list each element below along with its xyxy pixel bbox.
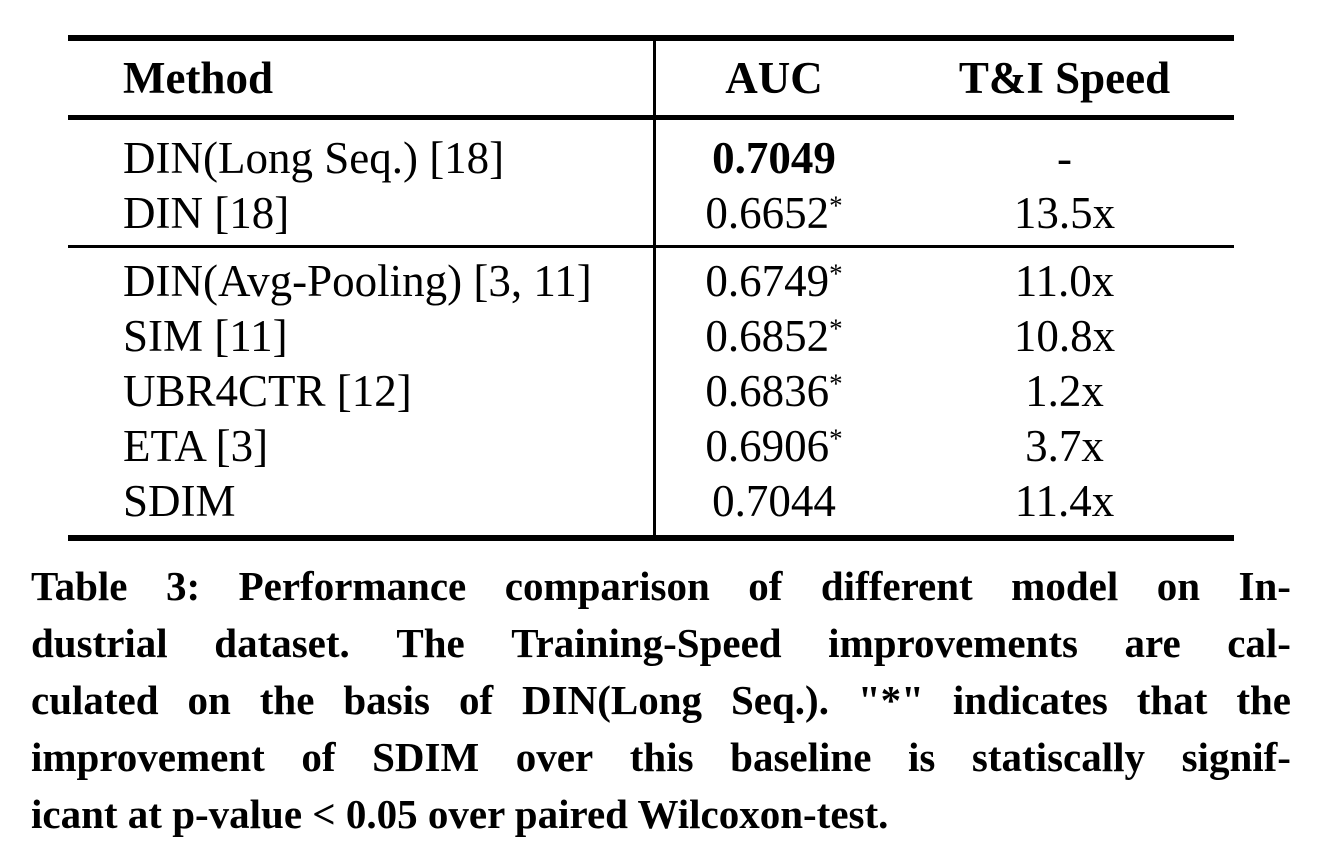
method-cell: SIM [11] <box>123 310 288 361</box>
table-row: DIN [18] 0.6652* 13.5x <box>68 185 1234 240</box>
table-row: DIN(Avg-Pooling) [3, 11] 0.6749* 11.0x <box>68 253 1234 308</box>
column-separator-line <box>653 41 656 535</box>
method-cell: SDIM <box>123 475 236 526</box>
significance-star: * <box>829 423 843 453</box>
table-row: UBR4CTR [12] 0.6836* 1.2x <box>68 363 1234 418</box>
caption-line: culated on the basis of DIN(Long Seq.). "*" indi… <box>31 677 1291 723</box>
header-auc: AUC <box>725 53 823 103</box>
method-cell: DIN(Avg-Pooling) [3, 11] <box>123 255 592 306</box>
significance-star: * <box>829 313 843 343</box>
caption-line: Table 3: Performance comparison of different m… <box>31 563 1291 609</box>
caption-line: dustrial dataset. The Training-Speed improve… <box>31 620 1291 666</box>
method-cell: DIN(Long Seq.) [18] <box>123 132 505 183</box>
caption-line: improvement of SDIM over this baseline is stati… <box>31 734 1291 780</box>
speed-cell: 3.7x <box>1025 420 1104 471</box>
auc-value: 0.6836 <box>705 365 830 416</box>
method-cell: UBR4CTR [12] <box>123 365 412 416</box>
speed-cell: 11.4x <box>1014 475 1115 526</box>
auc-value: 0.6906 <box>705 420 830 471</box>
table-3-figure: Method AUC T&I Speed DIN(Long Seq.) [18]… <box>68 35 1234 541</box>
table-row: SDIM 0.7044 11.4x <box>68 473 1234 528</box>
significance-star: * <box>829 190 843 220</box>
auc-cell: 0.7049 <box>653 132 895 184</box>
auc-cell: 0.6652* <box>653 187 895 239</box>
auc-value: 0.6652 <box>705 187 830 238</box>
table-group-baselines: DIN(Long Seq.) [18] 0.7049 - DIN [18] 0.… <box>68 120 1234 245</box>
speed-cell: - <box>1057 132 1072 183</box>
speed-cell: 11.0x <box>1014 255 1115 306</box>
table-top-rule <box>68 35 1234 41</box>
caption-line: icant at p-value < 0.05 over paired Wilc… <box>31 791 889 837</box>
table-header-rule <box>68 115 1234 120</box>
method-cell: DIN [18] <box>123 187 290 238</box>
header-method: Method <box>123 53 273 103</box>
auc-cell: 0.6906* <box>653 420 895 472</box>
auc-value: 0.6852 <box>705 310 830 361</box>
significance-star: * <box>829 368 843 398</box>
table-mid-rule <box>68 245 1234 248</box>
speed-cell: 13.5x <box>1013 187 1116 238</box>
speed-cell: 1.2x <box>1025 365 1104 416</box>
auc-cell: 0.6836* <box>653 365 895 417</box>
auc-cell: 0.6852* <box>653 310 895 362</box>
auc-value: 0.7044 <box>712 475 836 526</box>
auc-cell: 0.7044 <box>653 475 895 527</box>
auc-value: 0.7049 <box>712 132 836 183</box>
header-ti-speed: T&I Speed <box>958 53 1171 103</box>
table-caption: Table 3: Performance comparison of different m… <box>31 558 1291 843</box>
table-row: ETA [3] 0.6906* 3.7x <box>68 418 1234 473</box>
speed-cell: 10.8x <box>1013 310 1116 361</box>
table-group-efficient-models: DIN(Avg-Pooling) [3, 11] 0.6749* 11.0x S… <box>68 248 1234 535</box>
auc-cell: 0.6749* <box>653 255 895 307</box>
table-bottom-rule <box>68 535 1234 541</box>
method-cell: ETA [3] <box>123 420 269 471</box>
table-header-row: Method AUC T&I Speed <box>68 41 1234 115</box>
auc-value: 0.6749 <box>705 255 830 306</box>
table-row: SIM [11] 0.6852* 10.8x <box>68 308 1234 363</box>
table-row: DIN(Long Seq.) [18] 0.7049 - <box>68 130 1234 185</box>
significance-star: * <box>829 258 843 288</box>
